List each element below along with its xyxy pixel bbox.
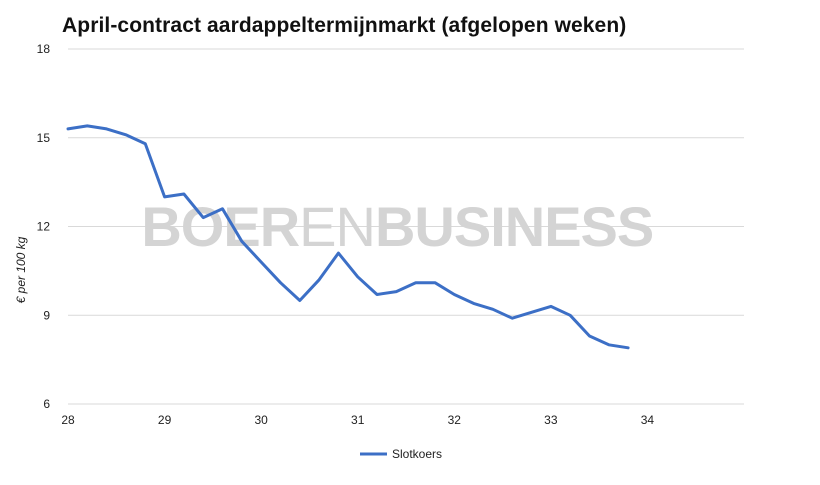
watermark-part-1: BOER	[141, 195, 299, 258]
y-tick-label: 12	[37, 220, 51, 234]
y-tick-label: 6	[43, 397, 50, 411]
legend: Slotkoers	[360, 447, 442, 461]
watermark-part-3: BUSINESS	[375, 195, 653, 258]
series-lines	[66, 124, 630, 350]
x-tick-label: 34	[641, 413, 655, 427]
x-tick-label: 30	[254, 413, 268, 427]
grid-lines	[68, 48, 744, 405]
y-tick-labels: 6 9 12 15 18	[37, 42, 51, 411]
y-tick-label: 15	[37, 131, 51, 145]
x-tick-label: 32	[448, 413, 462, 427]
y-tick-label: 18	[37, 42, 51, 56]
x-tick-label: 33	[544, 413, 558, 427]
watermark: BOERENBUSINESS	[141, 195, 653, 258]
chart-title: April-contract aardappeltermijnmarkt (af…	[62, 14, 627, 37]
watermark-part-2: EN	[299, 195, 375, 258]
series-line-slotkoers	[66, 124, 630, 350]
x-tick-label: 28	[61, 413, 75, 427]
x-tick-label: 29	[158, 413, 172, 427]
y-tick-label: 9	[43, 308, 50, 322]
x-tick-label: 31	[351, 413, 365, 427]
x-tick-labels: 28 29 30 31 32 33 34	[61, 413, 654, 427]
legend-label: Slotkoers	[392, 447, 442, 461]
